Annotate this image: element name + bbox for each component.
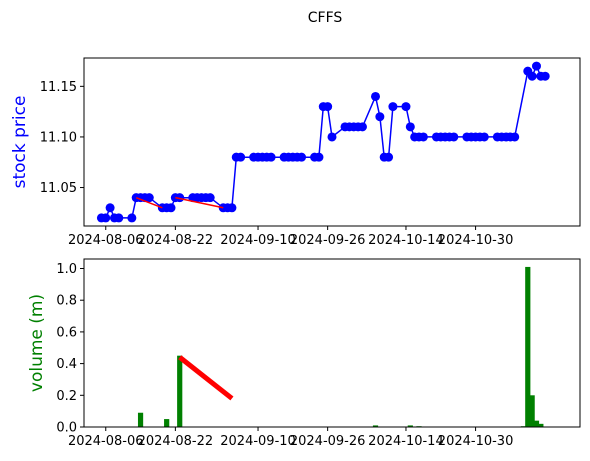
volume-x-tick-label: 2024-09-10 <box>220 434 296 449</box>
volume-x-tick-label: 2024-08-06 <box>68 434 144 449</box>
price-point <box>384 152 394 162</box>
volume-bar <box>177 355 183 427</box>
price-y-axis-label: stock price <box>10 96 30 189</box>
price-x-tick-label: 2024-08-22 <box>138 233 214 248</box>
price-x-tick-label: 2024-09-26 <box>290 233 366 248</box>
price-point <box>297 152 307 162</box>
volume-y-axis-label: volume (m) <box>27 294 47 392</box>
price-point <box>510 132 520 142</box>
price-point <box>266 152 276 162</box>
price-point <box>314 152 324 162</box>
price-point <box>101 213 111 223</box>
price-point <box>114 213 124 223</box>
volume-bar <box>533 420 540 427</box>
price-point <box>375 112 385 122</box>
volume-y-tick-label: 0.4 <box>56 357 77 372</box>
volume-x-tick-label: 2024-10-14 <box>368 434 444 449</box>
volume-bar <box>538 423 544 427</box>
price-point <box>175 193 185 203</box>
price-y-tick-label: 11.05 <box>40 181 77 196</box>
price-point <box>418 132 428 142</box>
trend-line <box>175 196 224 209</box>
price-point <box>401 102 411 112</box>
price-point <box>449 132 459 142</box>
price-point <box>205 193 215 203</box>
volume-bar <box>372 425 379 427</box>
volume-y-tick-label: 0.6 <box>56 325 77 340</box>
price-x-tick-label: 2024-08-06 <box>68 233 144 248</box>
price-point <box>127 213 137 223</box>
volume-x-tick-label: 2024-10-30 <box>438 434 514 449</box>
price-x-tick-label: 2024-10-30 <box>438 233 514 248</box>
price-point <box>105 203 115 213</box>
price-point <box>327 132 337 142</box>
price-point <box>371 91 381 101</box>
price-point <box>527 71 537 81</box>
price-y-tick-label: 11.10 <box>40 130 77 145</box>
volume-bar <box>164 419 170 427</box>
price-point <box>479 132 489 142</box>
volume-axes-frame <box>83 258 581 428</box>
volume-bar <box>407 425 413 427</box>
volume-bar <box>525 266 531 427</box>
trend-line <box>178 355 234 401</box>
trend-line <box>135 196 163 209</box>
volume-bar <box>137 412 144 427</box>
price-axes-frame <box>83 57 581 227</box>
price-point <box>405 122 415 132</box>
volume-y-tick-label: 1.0 <box>56 262 77 277</box>
volume-x-tick-label: 2024-09-26 <box>290 434 366 449</box>
price-point <box>323 102 333 112</box>
price-point <box>227 203 237 213</box>
price-point <box>166 203 176 213</box>
price-point <box>357 122 367 132</box>
figure-title: CFFS <box>308 10 343 26</box>
volume-y-tick-label: 0.2 <box>56 389 77 404</box>
price-point <box>236 152 246 162</box>
price-x-tick-label: 2024-09-10 <box>220 233 296 248</box>
price-point <box>388 102 398 112</box>
price-point <box>531 61 541 71</box>
volume-bar <box>529 395 535 427</box>
price-point <box>540 71 550 81</box>
volume-y-tick-label: 0.0 <box>56 421 77 436</box>
price-y-tick-label: 11.15 <box>40 80 77 95</box>
price-x-tick-label: 2024-10-14 <box>368 233 444 248</box>
volume-y-tick-label: 0.8 <box>56 294 77 309</box>
volume-x-tick-label: 2024-08-22 <box>138 434 214 449</box>
price-point <box>144 193 154 203</box>
